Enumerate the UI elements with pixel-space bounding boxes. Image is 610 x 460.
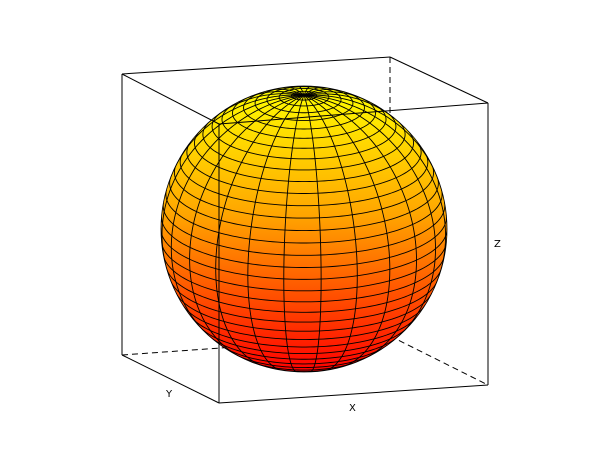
longitude-line (215, 94, 305, 368)
latitude-line (161, 214, 447, 268)
latitude-line (161, 228, 447, 280)
sphere-outline (160, 85, 448, 373)
latitude-line (232, 95, 376, 139)
longitude-line (283, 95, 305, 372)
longitude-line (161, 94, 305, 281)
box-edge-top-left (121, 73, 220, 125)
latitude-line (209, 335, 399, 360)
longitude-line (303, 94, 391, 369)
latitude-line (165, 267, 443, 313)
latitude-line (162, 201, 446, 256)
latitude-line (161, 241, 447, 292)
latitude-line (198, 325, 410, 355)
box-edge-bottom-left (121, 354, 220, 404)
latitude-line (221, 103, 387, 149)
box-visible-edges (121, 56, 489, 404)
latitude-line (220, 344, 388, 365)
longitude-line (247, 94, 305, 371)
latitude-line (169, 175, 439, 232)
box-edge-top-right (389, 56, 489, 104)
z-axis-label: Z (494, 239, 501, 250)
latitude-line (182, 304, 426, 340)
latitude-line (186, 141, 422, 194)
longitude-line (303, 94, 358, 372)
sphere-surface (160, 85, 448, 373)
box-edge-bottom-front (218, 384, 489, 404)
box-edge-top-back (121, 56, 391, 75)
x-axis-label: X (349, 403, 356, 414)
longitude-line (189, 94, 305, 360)
box-edge-back-bottom-right (389, 335, 489, 386)
longitude-line (303, 94, 447, 289)
latitude-line (190, 316, 418, 348)
box-edge-top-front (218, 102, 489, 125)
latitude-line (243, 89, 365, 130)
longitude-line (303, 94, 417, 361)
latitude-line (179, 151, 429, 207)
longitude-line (303, 95, 322, 372)
latitude-line (162, 254, 446, 303)
y-axis-label: Y (165, 389, 173, 400)
latitude-line (211, 111, 397, 160)
latitude-line (165, 188, 443, 244)
latitude-line (194, 130, 414, 183)
longitude-line (170, 94, 305, 341)
sphere-fill (161, 86, 447, 372)
latitude-line (170, 280, 438, 323)
latitude-line (175, 292, 433, 332)
